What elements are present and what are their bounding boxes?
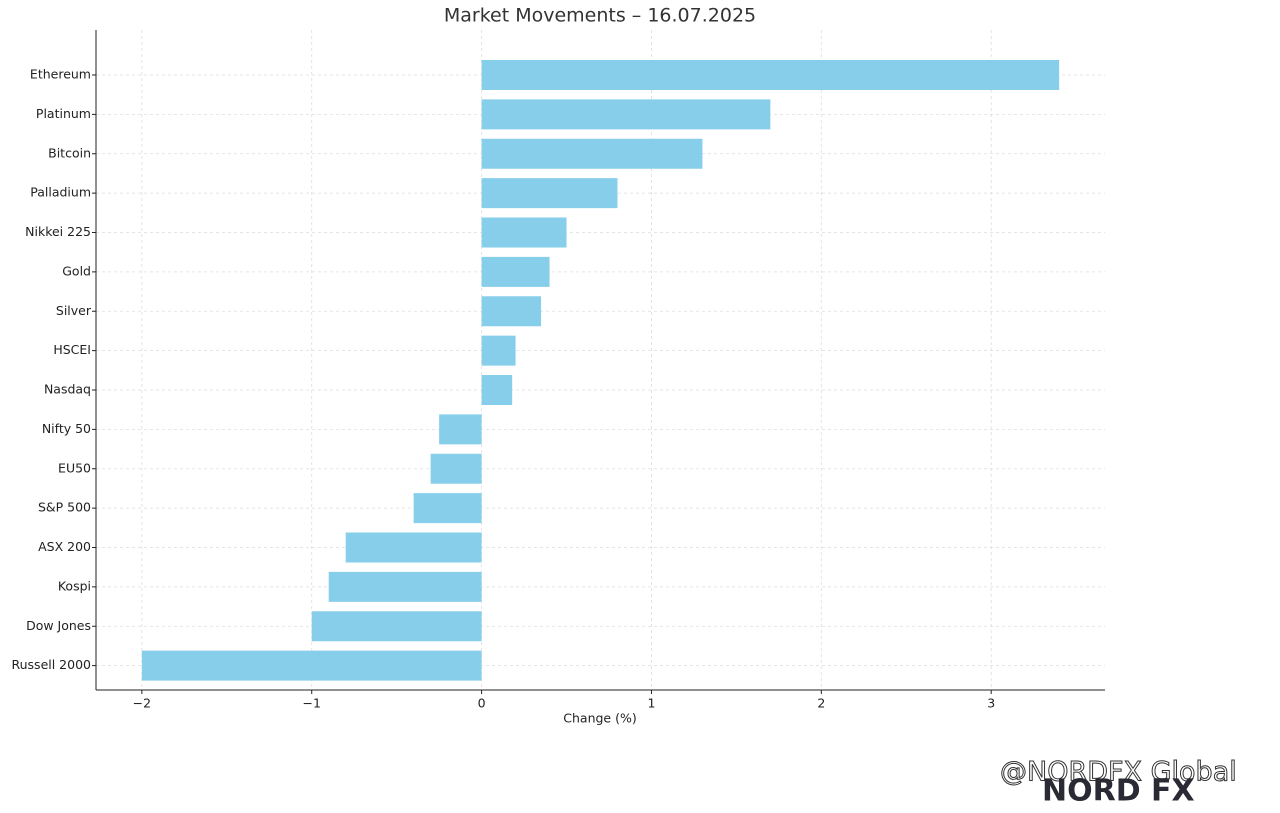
bar (481, 99, 771, 130)
x-tick-label: 2 (817, 696, 825, 711)
y-tick-label: Gold (62, 263, 91, 278)
bar (481, 217, 567, 248)
bar (311, 611, 482, 642)
bar (345, 532, 482, 563)
y-tick-label: Dow Jones (26, 618, 91, 633)
bar (481, 335, 516, 366)
y-tick-label: EU50 (58, 460, 91, 475)
x-tick-label: −2 (133, 696, 151, 711)
chart-title: Market Movements – 16.07.2025 (444, 5, 756, 27)
x-tick-label: 3 (987, 696, 995, 711)
watermark-logo: NORD FX (1042, 774, 1195, 809)
y-tick-label: Bitcoin (48, 145, 91, 160)
y-tick-label: Ethereum (30, 67, 91, 82)
y-tick-label: Palladium (30, 185, 91, 200)
x-axis-label: Change (%) (563, 711, 636, 726)
bar (481, 375, 513, 405)
y-tick-label: Russell 2000 (12, 657, 92, 672)
y-tick-label: Silver (56, 303, 92, 318)
watermark-handle: @NORDFX Global (1000, 757, 1237, 788)
x-tick-label: −1 (303, 696, 321, 711)
y-tick-label: Nikkei 225 (25, 224, 91, 239)
y-tick-label: Kospi (58, 578, 91, 593)
bar (141, 650, 482, 681)
y-tick-label: Platinum (36, 106, 91, 121)
bar (413, 493, 482, 524)
y-tick-label: HSCEI (53, 342, 91, 357)
x-tick-label: 1 (647, 696, 655, 711)
y-tick-label: Nifty 50 (42, 421, 91, 436)
bar (481, 60, 1060, 90)
bar (439, 414, 482, 445)
bar (430, 453, 482, 484)
y-tick-label: Nasdaq (44, 382, 91, 397)
bar (481, 256, 550, 287)
bar (328, 571, 482, 602)
y-tick-label: ASX 200 (38, 539, 91, 554)
y-tick-label: S&P 500 (38, 500, 91, 515)
bar (481, 178, 618, 209)
x-tick-label: 0 (478, 696, 486, 711)
bar (481, 138, 703, 169)
bar (481, 296, 542, 327)
